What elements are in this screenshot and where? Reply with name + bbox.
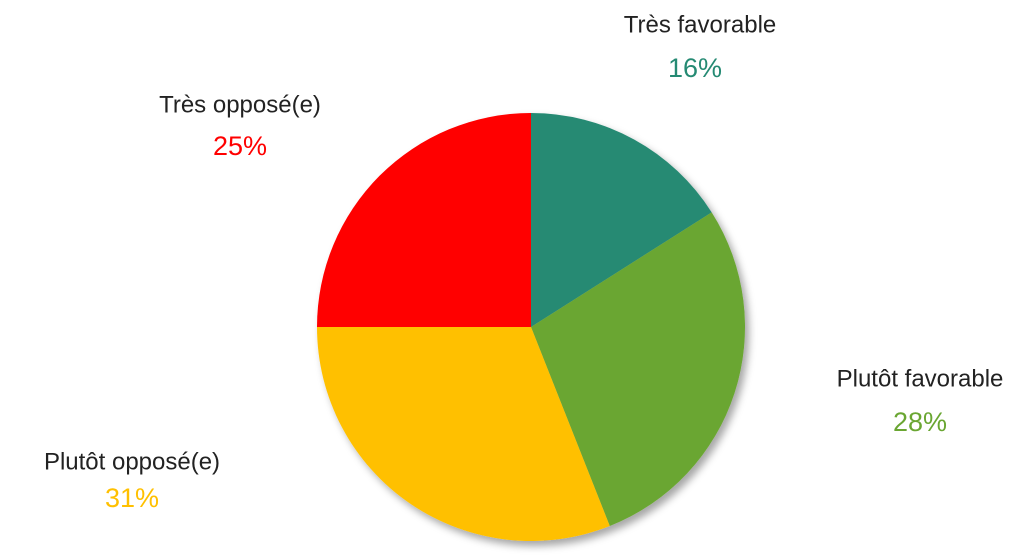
slice-label: Plutôt opposé(e): [44, 448, 220, 475]
slice-value-label: 28%: [893, 407, 947, 437]
slice-label: Plutôt favorable: [837, 365, 1004, 392]
slice-value-label: 25%: [213, 131, 267, 161]
pie-slice: [317, 113, 531, 327]
pie-slice: [531, 212, 745, 526]
pie-slice: [317, 327, 610, 541]
slice-value-label: 16%: [668, 53, 722, 83]
slice-value-label: 31%: [105, 483, 159, 513]
pie-slice: [531, 113, 712, 327]
pie: [317, 113, 745, 541]
slice-label: Très favorable: [624, 11, 777, 38]
slice-label: Très opposé(e): [159, 91, 321, 118]
